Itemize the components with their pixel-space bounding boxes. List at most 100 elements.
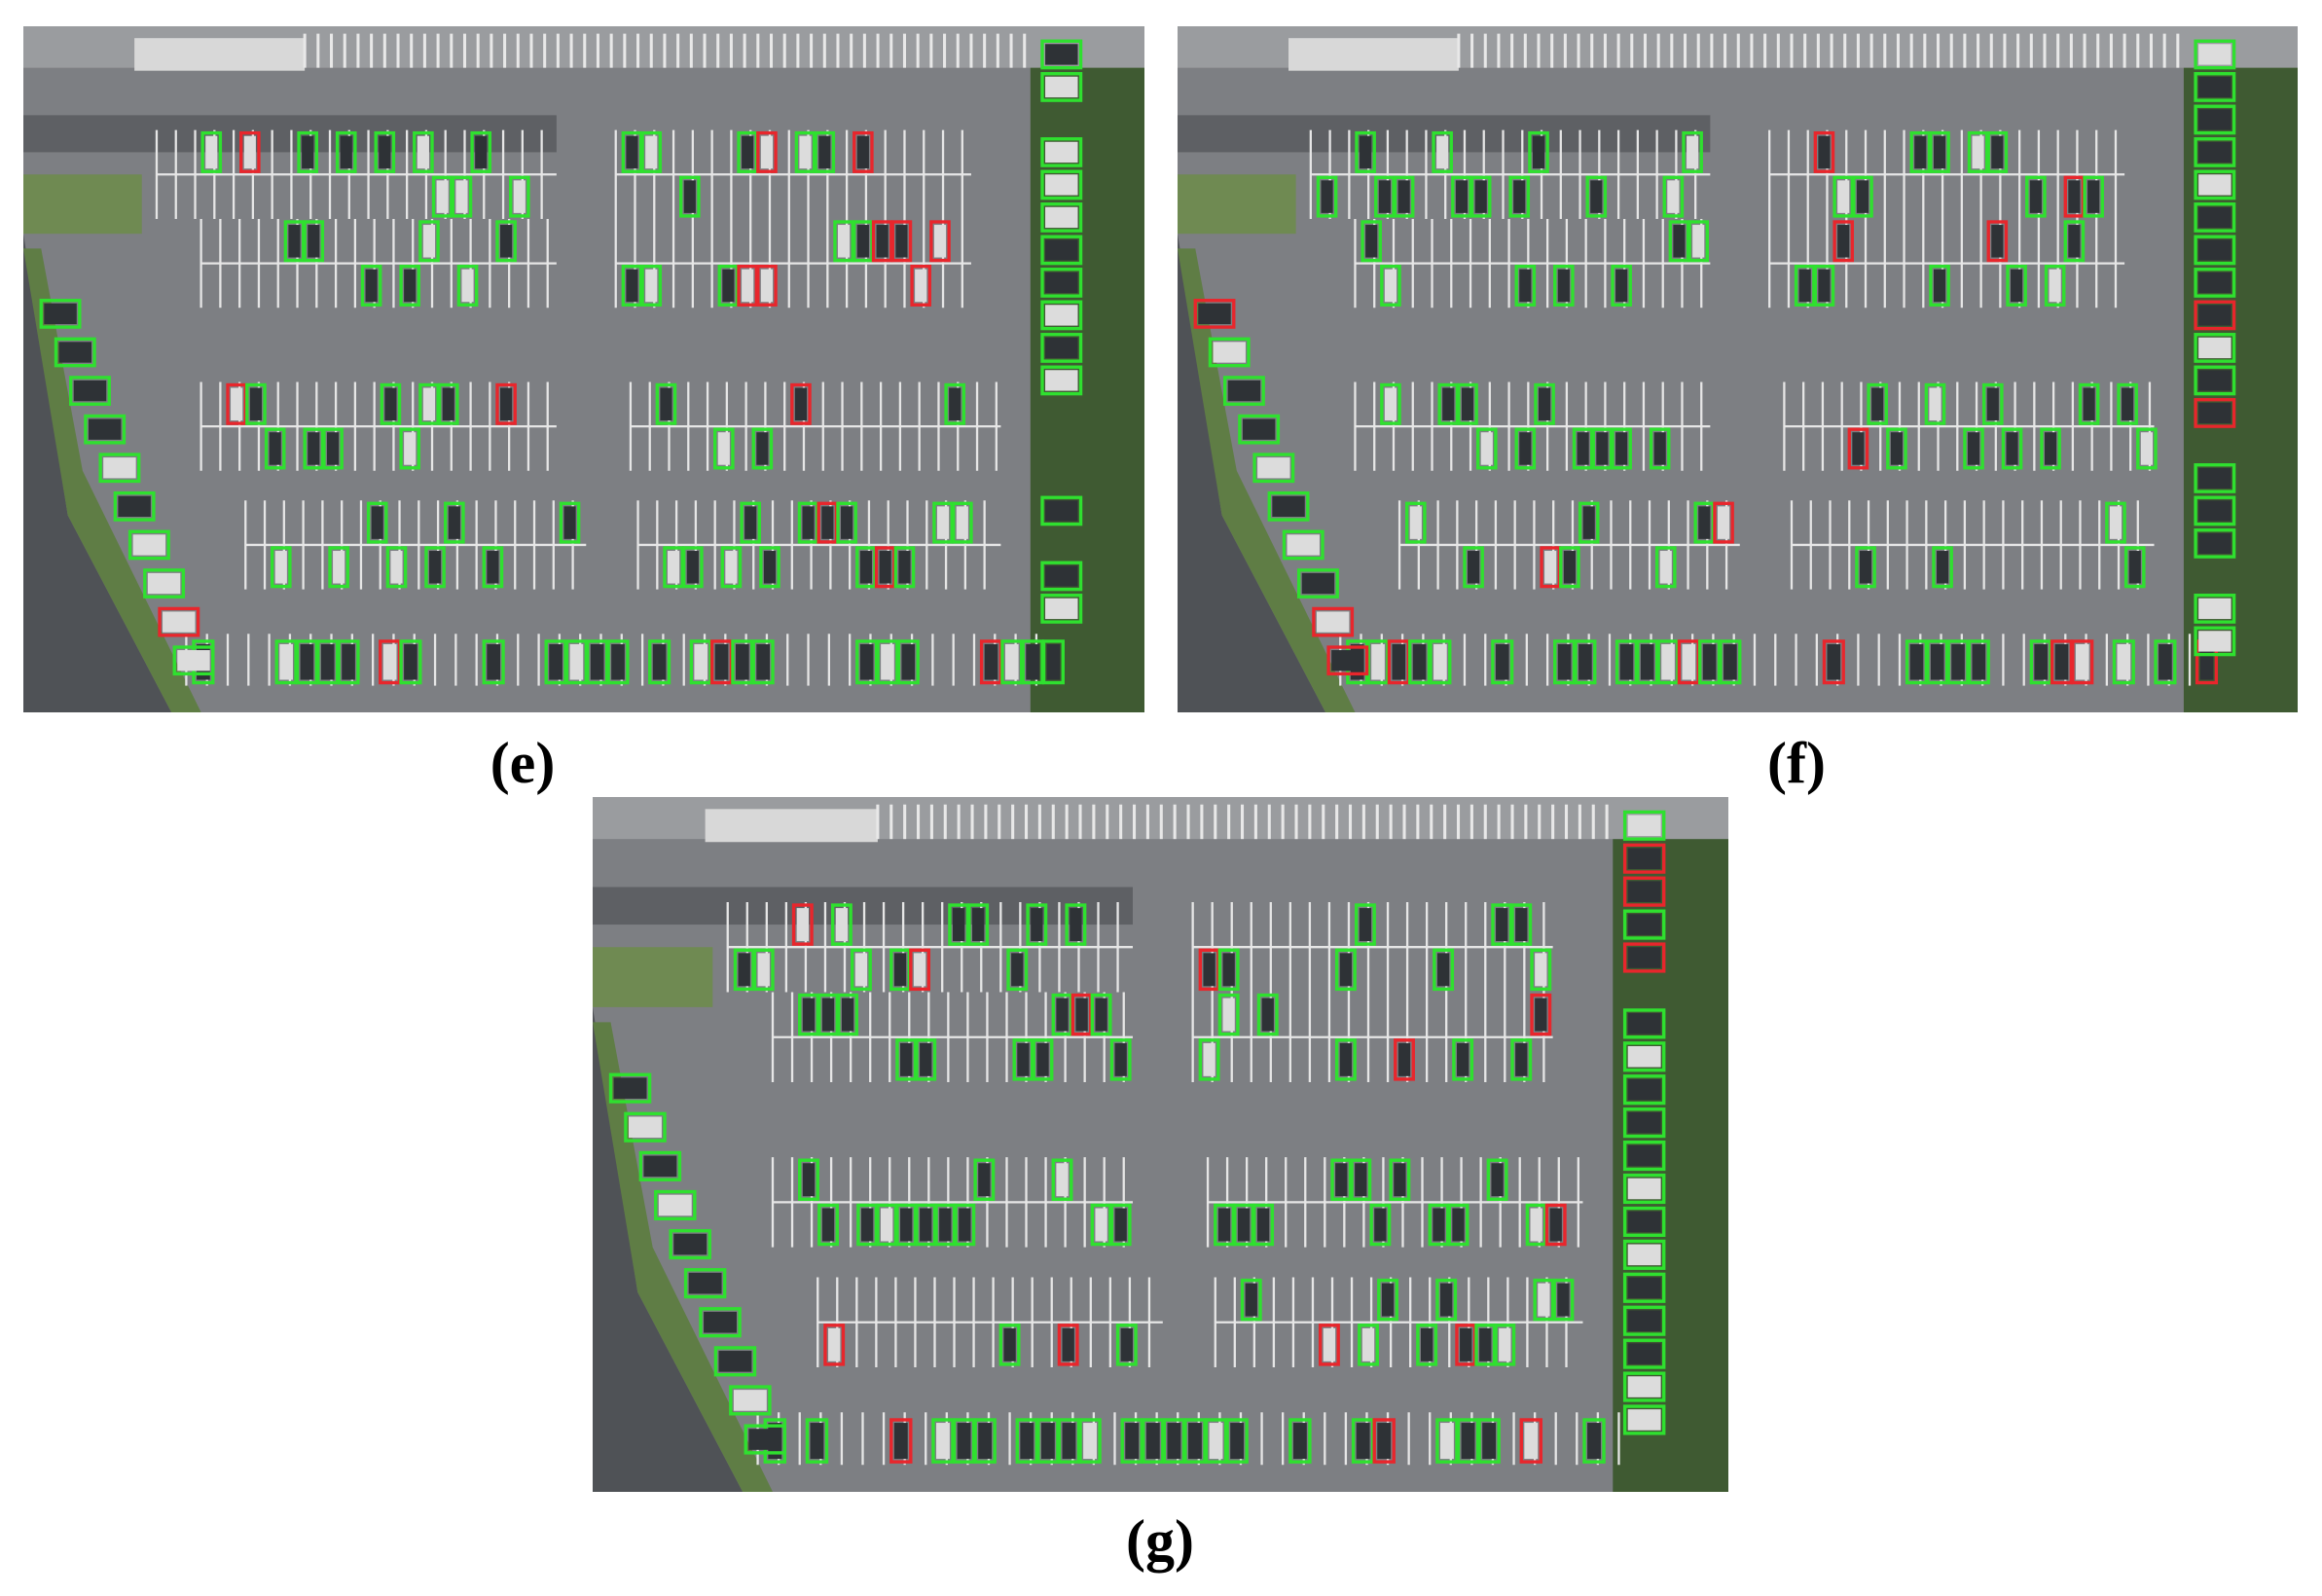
car [652, 643, 667, 680]
car [717, 432, 730, 465]
car [379, 135, 391, 169]
car [895, 225, 908, 258]
car [1257, 457, 1290, 479]
car [1673, 225, 1686, 258]
car [205, 135, 218, 169]
car [1433, 643, 1447, 680]
detection-box [640, 130, 663, 173]
car [274, 551, 287, 584]
car [972, 908, 985, 942]
detection-box [752, 948, 775, 992]
car [1627, 1343, 1661, 1364]
car [2198, 109, 2231, 130]
detection-box [1040, 39, 1083, 70]
car [1461, 387, 1474, 421]
car [1409, 506, 1422, 539]
detection-box [1622, 1272, 1666, 1303]
detection-box [817, 1203, 839, 1247]
car [549, 643, 562, 680]
verge [1178, 248, 1356, 712]
detection-box [508, 175, 530, 218]
detection-box [1622, 876, 1666, 907]
car [742, 135, 754, 169]
detection-box [1361, 220, 1382, 263]
car [1381, 1283, 1395, 1317]
detection-box [2194, 594, 2236, 624]
car [978, 1163, 991, 1197]
car [1627, 1178, 1661, 1200]
car [1967, 432, 1980, 465]
detection-box [1475, 427, 1498, 470]
car [658, 1194, 692, 1216]
verge [593, 1022, 773, 1492]
detection-box [1932, 546, 1953, 589]
car [876, 225, 889, 258]
car [2068, 180, 2081, 213]
car [1359, 908, 1372, 942]
aerial-svg [593, 797, 1728, 1492]
detection-box [2194, 104, 2236, 135]
car [365, 269, 378, 303]
detection-box [2117, 382, 2138, 425]
car [1056, 1163, 1069, 1197]
detection-box [1611, 264, 1632, 307]
detection-box [655, 382, 677, 425]
detection-box [1486, 1158, 1508, 1201]
detection-box [830, 903, 853, 946]
car [1627, 815, 1661, 837]
car [1461, 1423, 1475, 1460]
detection-box [1929, 130, 1950, 173]
car [2011, 269, 2023, 303]
car [2198, 239, 2231, 261]
grass [23, 174, 142, 235]
detection-box [98, 453, 141, 484]
car [1798, 269, 1811, 303]
car [1495, 643, 1509, 680]
car [1203, 953, 1215, 987]
car [1667, 180, 1680, 213]
grass [1178, 174, 1296, 235]
detection-box [1358, 1324, 1379, 1366]
detection-box [837, 993, 859, 1036]
car [1852, 432, 1865, 465]
detection-box [1040, 202, 1083, 233]
car [1045, 598, 1078, 620]
trees [1613, 797, 1728, 1492]
car [1496, 908, 1508, 942]
car [308, 432, 320, 465]
car [2198, 598, 2231, 620]
detection-box [744, 1424, 787, 1455]
detection-box [1334, 948, 1357, 992]
car [340, 135, 352, 169]
car [1339, 953, 1353, 987]
car [371, 506, 383, 539]
detection-box [1078, 1418, 1102, 1464]
detection-box [245, 382, 267, 425]
detection-box [683, 1268, 727, 1299]
car [1640, 643, 1654, 680]
detection-box [1852, 175, 1873, 218]
car [1188, 1423, 1202, 1460]
car [1698, 506, 1711, 539]
car [118, 495, 151, 518]
detection-box [1514, 264, 1537, 307]
car [748, 1429, 782, 1450]
detection-box [1354, 903, 1376, 946]
car [859, 643, 874, 680]
detection-box [929, 220, 951, 263]
car [763, 551, 777, 584]
detection-box [756, 130, 778, 173]
detection-box [1040, 235, 1083, 266]
detection-box [1559, 546, 1580, 589]
car [390, 551, 403, 584]
car [1339, 1042, 1353, 1076]
car [302, 135, 314, 169]
car [660, 387, 672, 421]
detection-box [1682, 130, 1703, 173]
car [1397, 1042, 1411, 1076]
car [1083, 1423, 1097, 1460]
car [756, 432, 769, 465]
car [1331, 650, 1364, 671]
car [1468, 551, 1480, 584]
car [1335, 1163, 1348, 1197]
